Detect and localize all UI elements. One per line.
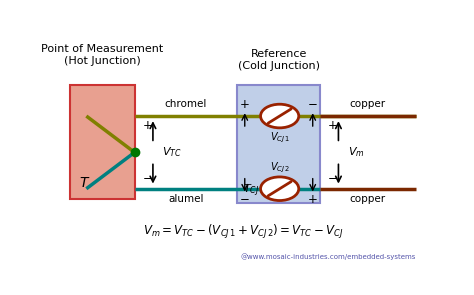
Text: T: T: [80, 176, 88, 190]
Text: $T_{CJ}$: $T_{CJ}$: [243, 183, 259, 199]
Text: $V_m$: $V_m$: [347, 145, 364, 159]
Text: $V_{CJ\,2}$: $V_{CJ\,2}$: [270, 160, 290, 175]
Bar: [70, 85, 135, 199]
Text: Reference
(Cold Junction): Reference (Cold Junction): [238, 49, 320, 71]
Text: alumel: alumel: [168, 194, 204, 204]
Bar: [237, 85, 320, 204]
Text: +: +: [308, 193, 318, 206]
Text: −: −: [308, 99, 318, 112]
Circle shape: [260, 104, 300, 128]
Circle shape: [261, 177, 299, 201]
Text: @www.mosaic-industries.com/embedded-systems: @www.mosaic-industries.com/embedded-syst…: [240, 253, 416, 260]
Text: $V_{CJ\,1}$: $V_{CJ\,1}$: [270, 130, 290, 145]
Text: +: +: [328, 119, 338, 132]
Text: −: −: [328, 172, 338, 185]
Text: chromel: chromel: [165, 99, 207, 109]
Text: copper: copper: [350, 99, 386, 109]
Text: −: −: [240, 193, 250, 206]
Circle shape: [260, 176, 300, 201]
Text: $V_m = V_{TC} - (V_{CJ\,1} + V_{CJ\,2}) = V_{TC} - V_{CJ}$: $V_m = V_{TC} - (V_{CJ\,1} + V_{CJ\,2}) …: [143, 223, 343, 241]
Text: +: +: [143, 119, 152, 132]
Text: Point of Measurement
(Hot Junction): Point of Measurement (Hot Junction): [41, 45, 164, 66]
Circle shape: [261, 104, 299, 128]
Text: −: −: [143, 172, 152, 185]
Text: copper: copper: [350, 194, 386, 204]
Text: +: +: [240, 99, 250, 112]
Text: $V_{TC}$: $V_{TC}$: [162, 145, 182, 159]
